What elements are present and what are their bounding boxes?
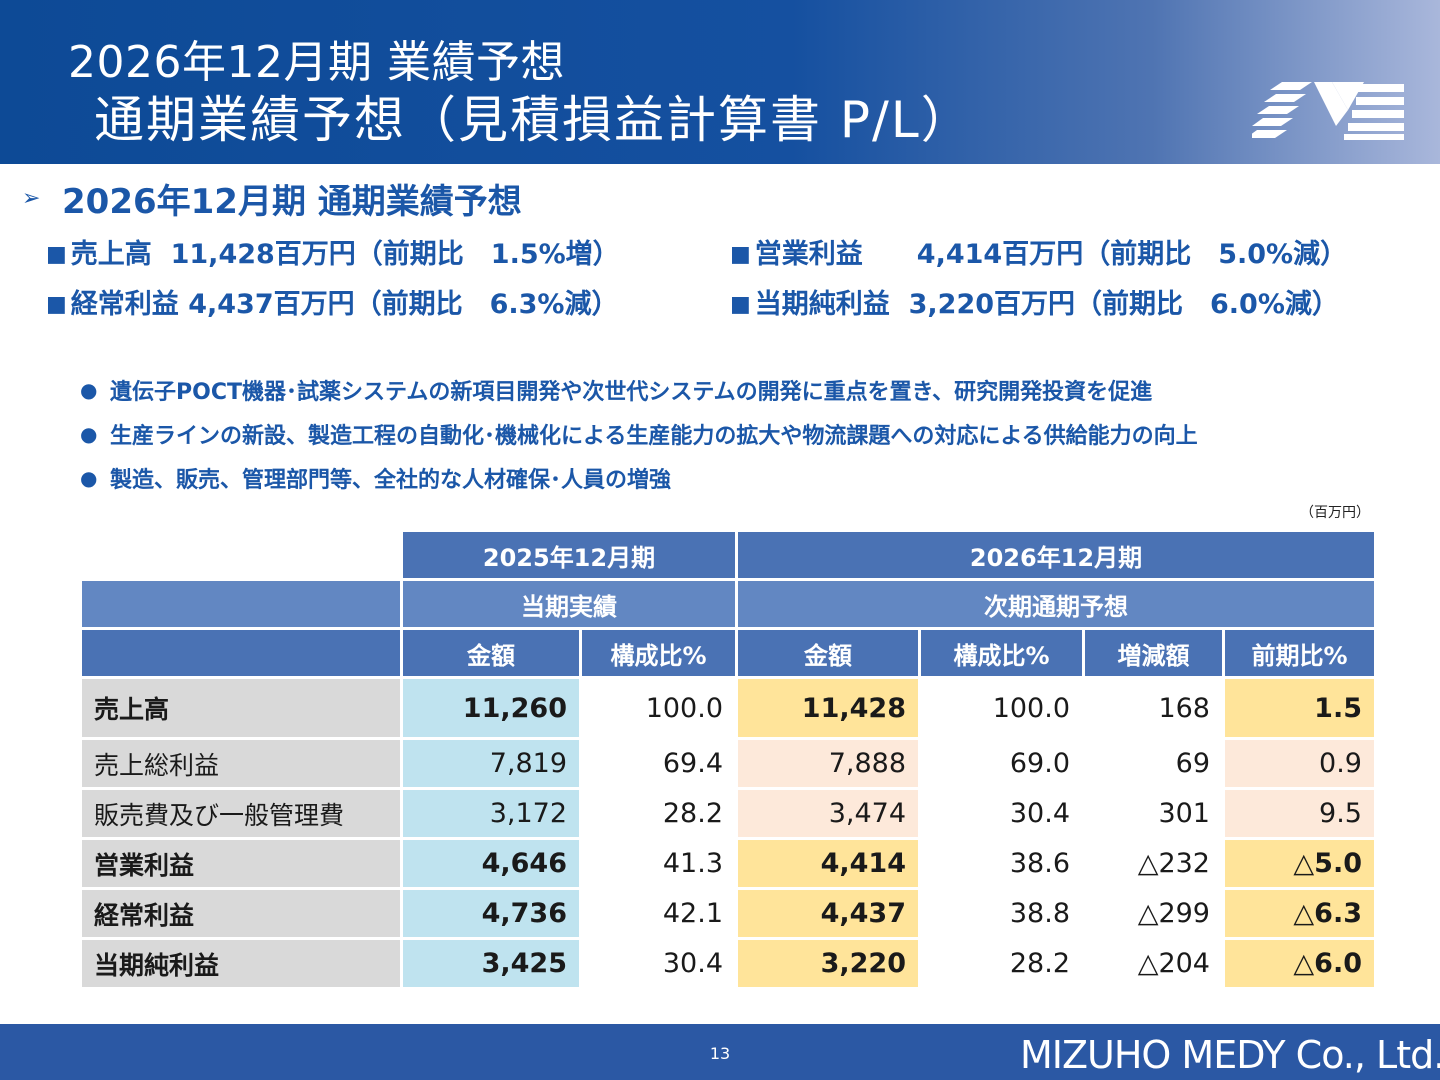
kpi-label: 経常利益	[70, 289, 179, 320]
cell-prev-amount: 3,425	[403, 940, 582, 990]
kpi-operating-income: ■ 営業利益 4,414百万円（前期比 5.0%減）	[730, 232, 1347, 271]
col-header: 金額	[403, 630, 582, 679]
bullet-list: ● 遺伝子POCT機器･試薬システムの新項目開発や次世代システムの開発に重点を置…	[80, 368, 1198, 500]
list-item: ● 遺伝子POCT機器･試薬システムの新項目開発や次世代システムの開発に重点を置…	[80, 368, 1198, 412]
page-title-line1: 2026年12月期 業績予想	[68, 37, 565, 88]
page-title-line2: 通期業績予想（見積損益計算書 P/L）	[94, 91, 973, 149]
cell-change: 69	[1085, 740, 1225, 790]
cell-prev-amount: 4,736	[403, 890, 582, 940]
table-row: 売上総利益 7,819 69.4 7,888 69.0 69 0.9	[82, 740, 1377, 790]
kpi-label: 営業利益	[754, 239, 863, 270]
square-bullet-icon: ■	[46, 292, 67, 317]
kpi-ordinary-income: ■ 経常利益 4,437百万円（前期比 6.3%減）	[46, 282, 619, 321]
page-number: 13	[709, 1044, 731, 1063]
cell-change: △299	[1085, 890, 1225, 940]
header-blank	[82, 581, 403, 630]
cell-yoy: △6.0	[1225, 940, 1377, 990]
row-label: 売上総利益	[82, 740, 403, 790]
row-label: 当期純利益	[82, 940, 403, 990]
col-header: 前期比%	[1225, 630, 1377, 679]
cell-yoy: △5.0	[1225, 840, 1377, 890]
cell-prev-ratio: 28.2	[582, 790, 738, 840]
col-header: 構成比%	[921, 630, 1085, 679]
footer-bar	[0, 1024, 1440, 1080]
list-item: ● 生産ラインの新設、製造工程の自動化･機械化による生産能力の拡大や物流課題への…	[80, 412, 1198, 456]
kpi-sales: ■ 売上高 11,428百万円（前期比 1.5%増）	[46, 232, 620, 271]
cell-yoy: △6.3	[1225, 890, 1377, 940]
arrow-bullet-icon: ➢	[22, 185, 41, 211]
cell-change: △204	[1085, 940, 1225, 990]
bullet-text: 遺伝子POCT機器･試薬システムの新項目開発や次世代システムの開発に重点を置き、…	[110, 380, 1153, 405]
table-row: 当期純利益 3,425 30.4 3,220 28.2 △204 △6.0	[82, 940, 1377, 990]
cell-next-ratio: 38.8	[921, 890, 1085, 940]
header-blank	[82, 532, 403, 581]
header-period-prev: 2025年12月期	[403, 532, 738, 581]
header-banner: 2026年12月期 業績予想 通期業績予想（見積損益計算書 P/L）	[0, 0, 1440, 164]
col-header: 金額	[738, 630, 921, 679]
cell-prev-ratio: 42.1	[582, 890, 738, 940]
cell-next-amount: 4,437	[738, 890, 921, 940]
kpi-value: 4,414百万円（前期比 5.0%減）	[916, 239, 1348, 270]
header-period-next: 2026年12月期	[738, 532, 1377, 581]
cell-prev-ratio: 30.4	[582, 940, 738, 990]
cell-prev-ratio: 41.3	[582, 840, 738, 890]
cell-prev-ratio: 100.0	[582, 679, 738, 740]
row-label: 販売費及び一般管理費	[82, 790, 403, 840]
cell-next-ratio: 30.4	[921, 790, 1085, 840]
table-row: 販売費及び一般管理費 3,172 28.2 3,474 30.4 301 9.5	[82, 790, 1377, 840]
cell-next-amount: 3,220	[738, 940, 921, 990]
row-label: 経常利益	[82, 890, 403, 940]
header-sub-prev: 当期実績	[403, 581, 738, 630]
cell-next-amount: 3,474	[738, 790, 921, 840]
income-statement-table: 2025年12月期 2026年12月期 当期実績 次期通期予想 金額 構成比% …	[82, 532, 1377, 990]
square-bullet-icon: ■	[46, 242, 67, 267]
table-unit-label: （百万円）	[1300, 505, 1370, 521]
col-header: 増減額	[1085, 630, 1225, 679]
col-header: 構成比%	[582, 630, 738, 679]
circle-bullet-icon: ●	[80, 378, 98, 402]
cell-prev-amount: 3,172	[403, 790, 582, 840]
cell-prev-amount: 4,646	[403, 840, 582, 890]
company-wordmark: MIZUHO MEDY Co., Ltd.	[1020, 1033, 1440, 1077]
cell-prev-amount: 7,819	[403, 740, 582, 790]
cell-next-amount: 4,414	[738, 840, 921, 890]
cell-next-amount: 7,888	[738, 740, 921, 790]
cell-yoy: 1.5	[1225, 679, 1377, 740]
cell-next-ratio: 38.6	[921, 840, 1085, 890]
circle-bullet-icon: ●	[80, 422, 98, 446]
cell-yoy: 9.5	[1225, 790, 1377, 840]
kpi-value: 4,437百万円（前期比 6.3%減）	[188, 289, 619, 320]
table-row: 売上高 11,260 100.0 11,428 100.0 168 1.5	[82, 679, 1377, 740]
cell-change: △232	[1085, 840, 1225, 890]
kpi-net-income: ■ 当期純利益 3,220百万円（前期比 6.0%減）	[730, 282, 1339, 321]
cell-next-ratio: 28.2	[921, 940, 1085, 990]
kpi-label: 売上高	[70, 239, 152, 270]
kpi-value: 3,220百万円（前期比 6.0%減）	[908, 289, 1339, 320]
row-label: 売上高	[82, 679, 403, 740]
row-label: 営業利益	[82, 840, 403, 890]
cell-prev-amount: 11,260	[403, 679, 582, 740]
square-bullet-icon: ■	[730, 242, 751, 267]
bullet-text: 生産ラインの新設、製造工程の自動化･機械化による生産能力の拡大や物流課題への対応…	[110, 424, 1198, 449]
cell-prev-ratio: 69.4	[582, 740, 738, 790]
circle-bullet-icon: ●	[80, 466, 98, 490]
header-blank	[82, 630, 403, 679]
cell-yoy: 0.9	[1225, 740, 1377, 790]
bullet-text: 製造、販売、管理部門等、全社的な人材確保･人員の増強	[110, 468, 672, 493]
square-bullet-icon: ■	[730, 292, 751, 317]
section-heading-text: 2026年12月期 通期業績予想	[62, 181, 522, 222]
list-item: ● 製造、販売、管理部門等、全社的な人材確保･人員の増強	[80, 456, 1198, 500]
section-heading: ➢ 2026年12月期 通期業績予想	[22, 174, 522, 222]
company-logo-icon	[1252, 82, 1404, 140]
cell-next-amount: 11,428	[738, 679, 921, 740]
cell-change: 301	[1085, 790, 1225, 840]
table-row: 営業利益 4,646 41.3 4,414 38.6 △232 △5.0	[82, 840, 1377, 890]
kpi-label: 当期純利益	[754, 289, 890, 320]
kpi-value: 11,428百万円（前期比 1.5%増）	[170, 239, 620, 270]
cell-change: 168	[1085, 679, 1225, 740]
cell-next-ratio: 100.0	[921, 679, 1085, 740]
cell-next-ratio: 69.0	[921, 740, 1085, 790]
header-sub-next: 次期通期予想	[738, 581, 1377, 630]
table-row: 経常利益 4,736 42.1 4,437 38.8 △299 △6.3	[82, 890, 1377, 940]
